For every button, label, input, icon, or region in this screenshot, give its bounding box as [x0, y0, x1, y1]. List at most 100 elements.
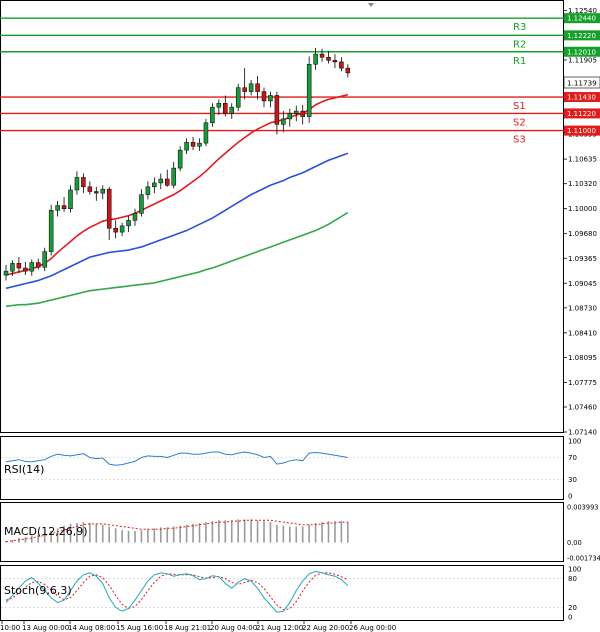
macd-panel-frame	[0, 502, 564, 562]
candle-body-6	[42, 251, 47, 268]
price-tick-label-13: 1.07775	[568, 379, 597, 387]
time-tick-label-8: 26 Aug 00:00	[349, 624, 396, 632]
candle-body-3	[23, 267, 28, 272]
macd-signal-line	[5, 519, 348, 543]
price-tick-label-8: 1.09365	[568, 255, 597, 263]
level-price-box-s2	[564, 108, 600, 119]
candle-body-34	[223, 103, 228, 114]
price-tick-label-0: 1.12540	[568, 7, 597, 15]
rsi-label: RSI(14)	[4, 463, 44, 476]
candle-body-39	[255, 83, 260, 92]
candlesticks	[3, 47, 351, 281]
level-price-label-s3: 1.11000	[567, 127, 596, 135]
macd-tick-label-2: -0.001734	[567, 555, 600, 563]
level-price-box-r2	[564, 30, 600, 41]
candle-body-47	[306, 63, 312, 117]
candle-body-22	[145, 186, 151, 195]
ma-blue-line	[5, 152, 349, 290]
stoch-tick-label-1: 80	[568, 575, 577, 583]
level-name-r2: R2	[513, 39, 526, 50]
price-tick-label-12: 1.08095	[568, 354, 597, 362]
candle-body-27	[177, 149, 183, 169]
candle-body-44	[287, 113, 293, 120]
macd-tick-label-0: 0.003993	[567, 504, 598, 512]
candle-body-42	[274, 95, 280, 125]
stoch-k-line	[5, 570, 349, 613]
price-tick-label-1: 1.11905	[568, 56, 597, 64]
candle-body-13	[87, 186, 93, 192]
level-name-r3: R3	[513, 22, 526, 33]
stoch-tick-label-3: 0	[568, 614, 572, 622]
candle-body-31	[203, 122, 209, 144]
stoch-grid	[1, 578, 564, 608]
candle-body-23	[152, 182, 157, 188]
rsi-tick-label-0: 100	[568, 438, 581, 446]
level-name-s2: S2	[513, 117, 526, 128]
candle-body-9	[61, 205, 67, 209]
candle-body-32	[210, 106, 215, 124]
candle-body-16	[106, 188, 112, 229]
collapse-marker-icon[interactable]	[368, 3, 374, 7]
candle-body-50	[326, 56, 331, 61]
candle-body-35	[229, 106, 234, 114]
level-price-label-s2: 1.11220	[567, 110, 596, 118]
price-axis: 1.125401.119051.115901.109551.106351.103…	[564, 7, 597, 437]
price-tick-label-10: 1.08730	[568, 304, 597, 312]
candle-body-5	[36, 262, 41, 268]
rsi-line	[5, 451, 348, 466]
level-price-box-r3	[564, 13, 600, 24]
current-price-label: 1.11739	[567, 79, 597, 88]
level-price-label-s1: 1.11430	[567, 94, 596, 102]
candle-body-4	[29, 262, 35, 272]
candle-body-53	[345, 67, 351, 74]
candle-body-10	[68, 189, 73, 209]
candle-body-51	[332, 60, 338, 63]
candle-body-52	[339, 61, 344, 69]
price-tick-label-14: 1.07460	[568, 404, 597, 412]
candle-body-15	[100, 188, 105, 194]
stoch-tick-label-2: 20	[568, 604, 577, 612]
stoch-d-line	[5, 572, 349, 611]
current-price-box	[563, 76, 600, 89]
candle-body-26	[171, 167, 176, 186]
candle-body-43	[281, 118, 286, 125]
candle-body-0	[3, 270, 9, 276]
level-name-r1: R1	[513, 56, 526, 67]
price-tick-label-9: 1.09045	[568, 280, 597, 288]
time-tick-label-2: 14 Aug 08:00	[68, 624, 115, 632]
candle-body-49	[319, 53, 325, 58]
candle-body-8	[55, 205, 60, 211]
time-tick-label-7: 22 Aug 20:00	[302, 624, 349, 632]
time-tick-label-1: 13 Aug 00:00	[22, 624, 69, 632]
candle-body-46	[300, 110, 305, 117]
candle-body-40	[261, 91, 267, 102]
time-tick-label-3: 15 Aug 16:00	[116, 624, 163, 632]
pivot-levels: 1.12440 R3 1.12220 R2 1.12010 R1 1.11430 S1 1.11…	[0, 13, 600, 146]
rsi-axis: 100 70 30 0	[568, 438, 581, 501]
candle-body-41	[268, 95, 273, 102]
candle-body-24	[158, 178, 164, 184]
candle-body-19	[126, 220, 131, 227]
level-price-box-r1	[564, 46, 600, 57]
rsi-tick-label-2: 30	[568, 476, 577, 484]
price-tick-label-11: 1.08410	[568, 329, 597, 337]
rsi-panel-frame	[0, 436, 564, 500]
time-tick-label-4: 18 Aug 21:01	[164, 624, 211, 632]
time-tick-label-0: 10:00	[0, 624, 20, 632]
rsi-tick-label-1: 70	[568, 454, 577, 462]
price-tick-label-6: 1.10000	[568, 205, 597, 213]
candle-body-20	[132, 213, 138, 221]
stoch-tick-label-0: 100	[568, 566, 581, 574]
candle-body-29	[190, 142, 196, 147]
current-price-marker: 1.11739	[563, 76, 600, 89]
candle-body-14	[94, 191, 99, 194]
level-price-box-s1	[564, 92, 600, 103]
candle-body-18	[119, 225, 125, 233]
level-name-s1: S1	[513, 101, 526, 112]
macd-tick-label-1: 0.00	[567, 539, 582, 547]
level-name-s3: S3	[513, 135, 526, 146]
price-tick-label-15: 1.07140	[568, 429, 597, 437]
macd-axis: 0.003993 0.00 -0.001734	[567, 504, 600, 563]
